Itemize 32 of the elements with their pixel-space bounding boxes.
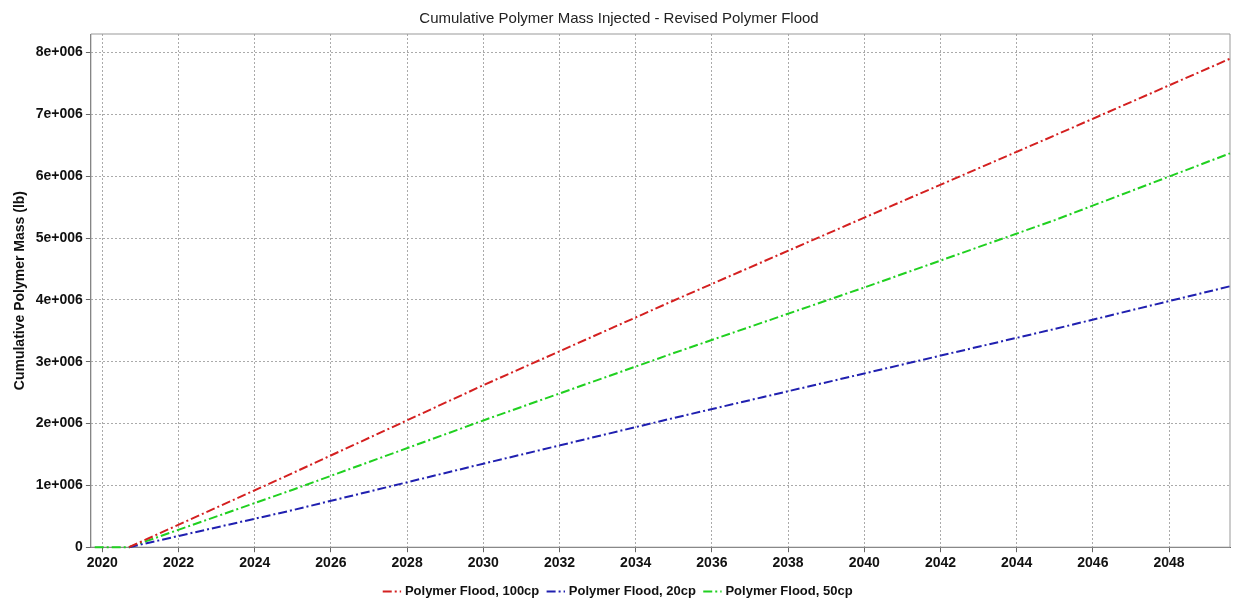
legend-label: Polymer Flood, 20cp: [568, 583, 696, 599]
line-series: [128, 285, 1231, 549]
line-series: [128, 57, 1231, 549]
y-tick-label: 7e+006: [35, 105, 84, 122]
y-tick-label: 1e+006: [35, 476, 84, 493]
x-tick-label: 2022: [162, 554, 195, 571]
y-tick-label: 5e+006: [35, 228, 84, 245]
x-tick-label: 2024: [239, 554, 271, 571]
y-tick-label: 8e+006: [35, 43, 84, 60]
x-tick-label: 2046: [1077, 554, 1109, 571]
y-tick-label: 3e+006: [35, 352, 84, 369]
x-tick-label: 2048: [1153, 554, 1185, 571]
legend-label: Polymer Flood, 50cp: [725, 583, 853, 599]
y-tick-label: 0: [75, 538, 84, 555]
x-tick-label: 2030: [467, 554, 500, 571]
x-tick-label: 2036: [696, 554, 728, 571]
x-tick-label: 2038: [772, 554, 804, 571]
x-tick-label: 2032: [543, 554, 576, 571]
y-tick-label: 6e+006: [35, 167, 84, 184]
x-tick-label: 2020: [86, 554, 119, 571]
line-series: [93, 152, 1231, 549]
y-tick-label: 2e+006: [35, 414, 84, 431]
x-tick-label: 2040: [848, 554, 881, 571]
x-tick-label: 2026: [315, 554, 347, 571]
x-tick-label: 2044: [1001, 554, 1033, 571]
x-tick-label: 2028: [391, 554, 423, 571]
legend-label: Polymer Flood, 100cp: [404, 583, 540, 599]
y-axis-title: Cumulative Polymer Mass (lb): [11, 191, 28, 391]
chart-title: Cumulative Polymer Mass Injected - Revised Polymer Flood: [419, 9, 819, 27]
y-tick-label: 4e+006: [35, 290, 84, 307]
x-tick-label: 2034: [620, 554, 652, 571]
x-tick-label: 2042: [924, 554, 957, 571]
